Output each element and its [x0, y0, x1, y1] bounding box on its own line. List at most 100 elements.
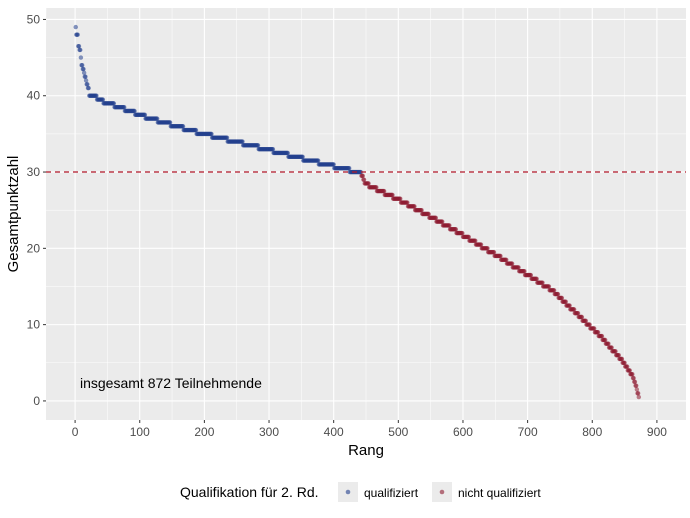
- point-not-qualified: [491, 249, 497, 255]
- point-not-qualified: [504, 257, 509, 262]
- point-qualified: [224, 135, 230, 140]
- point-not-qualified: [390, 192, 395, 198]
- point-qualified: [85, 82, 90, 87]
- point-qualified: [81, 70, 87, 76]
- x-minor-gridline: [42, 7, 47, 421]
- point-not-qualified: [616, 352, 621, 358]
- point-not-qualified: [460, 230, 465, 236]
- point-qualified: [94, 93, 99, 98]
- point-not-qualified: [498, 253, 503, 259]
- legend-label-not-qualified: nicht qualifiziert: [458, 486, 541, 500]
- point-not-qualified: [609, 345, 614, 350]
- point-not-qualified: [426, 211, 431, 217]
- point-not-qualified: [563, 299, 568, 304]
- x-tick-label: 400: [324, 425, 344, 439]
- point-not-qualified: [485, 246, 490, 251]
- point-not-qualified: [381, 188, 387, 194]
- point-qualified: [358, 169, 364, 175]
- point-qualified: [122, 104, 127, 110]
- point-not-qualified: [622, 360, 627, 365]
- annotation: insgesamt 872 Teilnehmende: [80, 375, 262, 391]
- point-not-qualified: [619, 356, 625, 362]
- y-axis-label: Gesamtpunktzahl: [5, 156, 22, 273]
- point-not-qualified: [516, 265, 521, 270]
- point-qualified: [83, 74, 88, 79]
- point-qualified: [111, 101, 117, 106]
- point-qualified: [83, 78, 89, 83]
- y-tick-label: 10: [27, 318, 41, 332]
- point-not-qualified: [592, 326, 597, 331]
- point-qualified: [132, 108, 137, 114]
- point-qualified: [86, 85, 91, 91]
- y-tick-label: 40: [27, 89, 41, 103]
- point-qualified: [154, 116, 160, 121]
- point-qualified: [80, 63, 85, 68]
- point-qualified: [270, 146, 276, 152]
- point-qualified: [255, 143, 261, 148]
- point-not-qualified: [634, 383, 639, 388]
- point-qualified: [76, 43, 82, 49]
- point-not-qualified: [624, 364, 630, 369]
- point-qualified: [209, 131, 214, 137]
- point-not-qualified: [540, 280, 545, 285]
- point-not-qualified: [634, 387, 640, 392]
- point-not-qualified: [559, 295, 565, 301]
- point-qualified: [315, 158, 321, 163]
- legend-dot-not-qualified: [439, 489, 445, 495]
- point-qualified: [81, 66, 86, 72]
- point-not-qualified: [433, 215, 439, 221]
- y-tick-label: 50: [27, 12, 41, 26]
- point-not-qualified: [528, 272, 534, 278]
- point-qualified: [167, 120, 173, 125]
- point-not-qualified: [478, 242, 484, 247]
- point-not-qualified: [602, 337, 608, 343]
- point-qualified: [240, 139, 245, 144]
- point-not-qualified: [546, 284, 552, 289]
- point-not-qualified: [575, 310, 581, 316]
- x-tick-label: 200: [194, 425, 214, 439]
- point-qualified: [75, 32, 80, 37]
- point-not-qualified: [419, 207, 424, 213]
- point-not-qualified: [440, 219, 445, 224]
- x-axis-label: Rang: [348, 442, 384, 459]
- x-tick-label: 100: [130, 425, 150, 439]
- point-not-qualified: [398, 196, 403, 201]
- point-not-qualified: [579, 314, 585, 320]
- point-qualified: [78, 47, 83, 53]
- point-not-qualified: [412, 204, 417, 209]
- point-not-qualified: [587, 322, 592, 327]
- point-not-qualified: [583, 318, 588, 324]
- point-not-qualified: [635, 391, 641, 396]
- point-not-qualified: [360, 173, 365, 179]
- x-tick-label: 0: [72, 425, 79, 439]
- point-not-qualified: [599, 333, 605, 339]
- point-not-qualified: [534, 276, 539, 282]
- point-qualified: [73, 24, 78, 30]
- point-not-qualified: [627, 368, 632, 373]
- legend: Qualifikation für 2. Rd. qualifiziert ni…: [180, 482, 541, 502]
- point-not-qualified: [632, 379, 638, 385]
- x-tick-label: 800: [582, 425, 602, 439]
- x-tick-label: 500: [388, 425, 408, 439]
- point-qualified: [142, 112, 148, 118]
- point-not-qualified: [555, 291, 561, 297]
- legend-title: Qualifikation für 2. Rd.: [180, 484, 319, 500]
- point-not-qualified: [466, 234, 471, 240]
- point-not-qualified: [374, 185, 379, 190]
- point-qualified: [300, 154, 305, 159]
- point-not-qualified: [522, 269, 527, 274]
- legend-dot-qualified: [345, 489, 351, 495]
- point-not-qualified: [509, 261, 515, 266]
- point-qualified: [78, 55, 84, 60]
- point-not-qualified: [636, 394, 642, 400]
- point-qualified: [346, 166, 352, 171]
- point-qualified: [331, 162, 336, 167]
- point-not-qualified: [453, 227, 459, 232]
- x-tick-label: 900: [647, 425, 667, 439]
- point-not-qualified: [551, 288, 557, 293]
- y-tick-label: 30: [27, 165, 41, 179]
- point-not-qualified: [630, 372, 635, 377]
- point-qualified: [285, 150, 290, 156]
- point-not-qualified: [606, 341, 611, 346]
